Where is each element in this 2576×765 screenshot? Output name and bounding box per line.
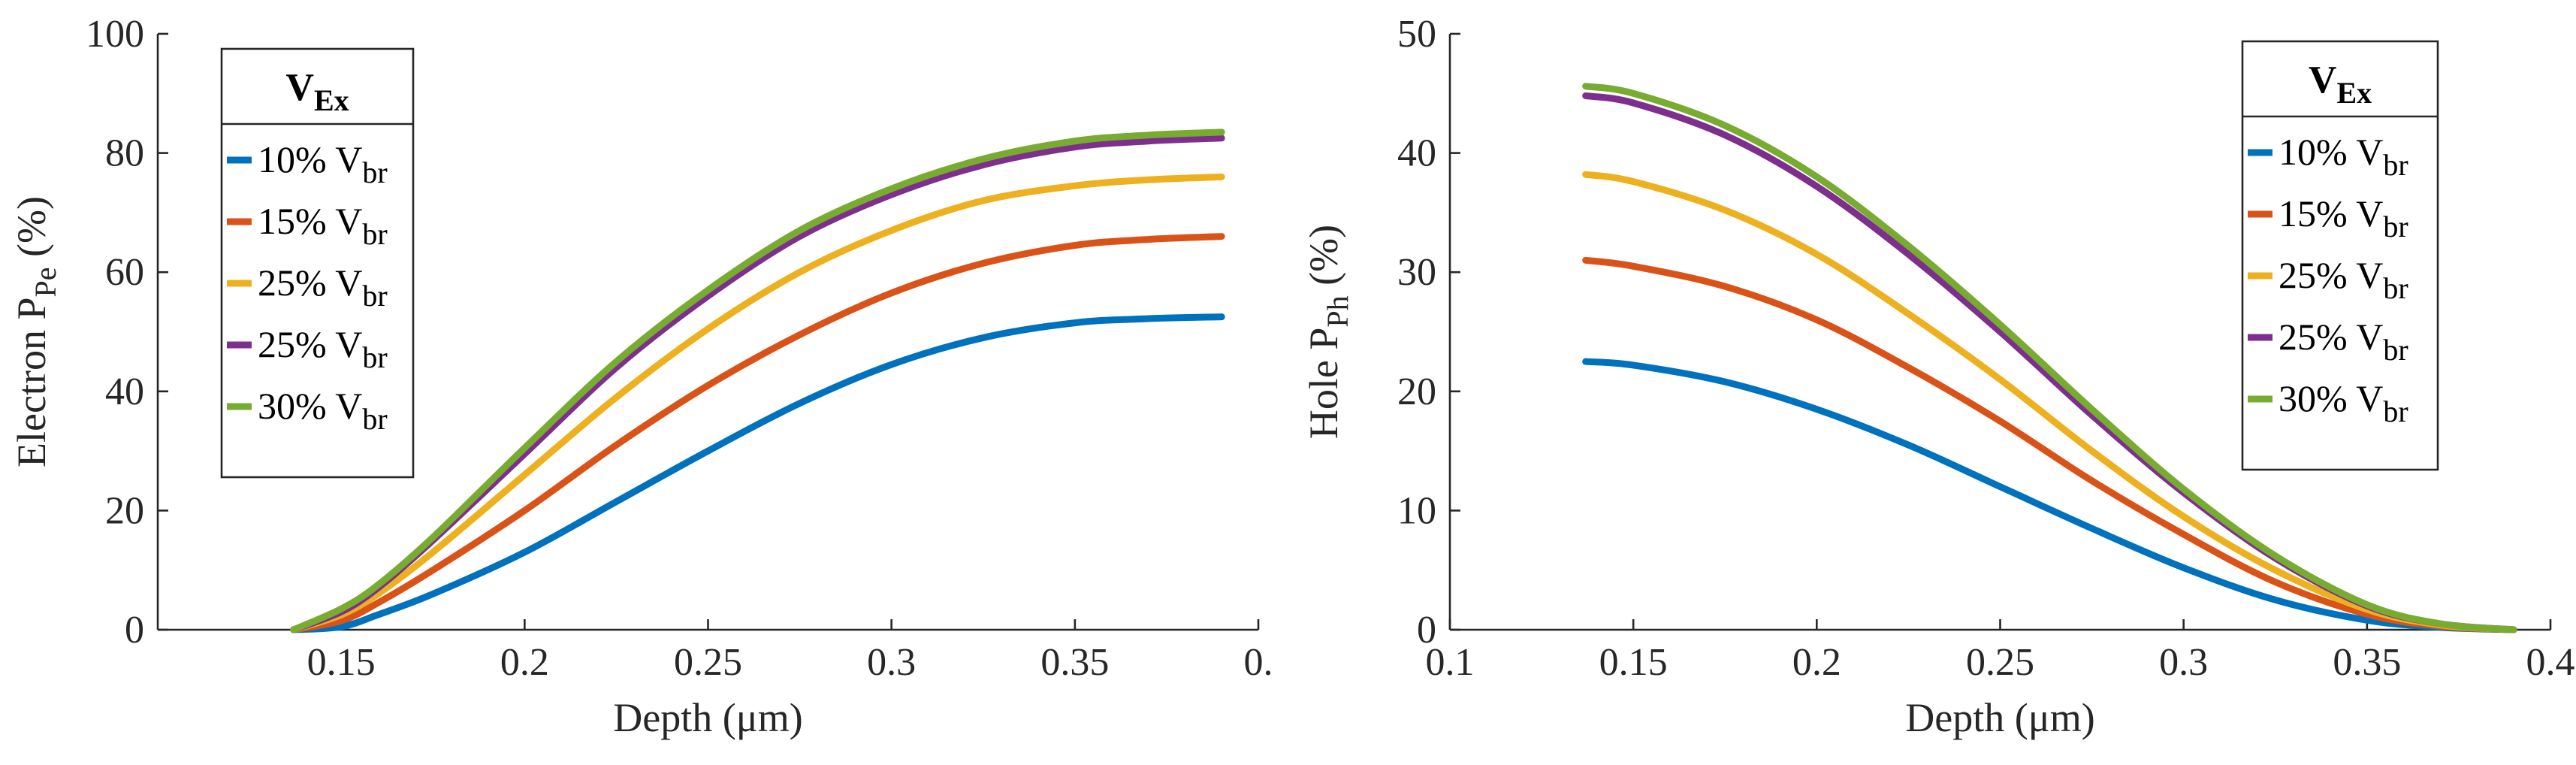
y-axis-label: Hole PPh (%) [1301, 225, 1354, 439]
x-tick-label: 0. [1244, 641, 1273, 684]
y-tick-label: 30 [1397, 251, 1436, 294]
legend-entry-label: 25% Vbr [2279, 254, 2408, 305]
series-line [290, 233, 1225, 633]
y-tick-label: 80 [105, 132, 144, 175]
x-tick-label: 0.25 [1966, 641, 2034, 684]
x-tick-label: 0.3 [867, 641, 916, 684]
x-tick-label: 0.15 [1599, 641, 1668, 684]
legend-box [220, 47, 415, 479]
series-line [1582, 83, 2517, 633]
legend-entry-label: 30% Vbr [258, 385, 388, 436]
y-tick-label: 20 [105, 489, 144, 532]
x-tick-label: 0.3 [2159, 641, 2208, 684]
series-line [1582, 358, 2517, 633]
y-tick-label: 0 [125, 609, 144, 652]
x-axis-label: Depth (μm) [1905, 695, 2094, 740]
legend-entry-label: 25% Vbr [2279, 316, 2408, 367]
y-tick-label: 10 [1397, 489, 1436, 532]
y-tick-label: 100 [86, 13, 144, 56]
x-tick-label: 0.35 [1040, 641, 1109, 684]
series-line [290, 173, 1225, 633]
legend-title: VEx [2309, 59, 2372, 110]
x-tick-label: 0.4 [2526, 641, 2575, 684]
legend-entry-label: 15% Vbr [258, 200, 388, 251]
x-tick-label: 0.1 [1426, 641, 1475, 684]
electron-chart: 0.15 0.2 0.25 0.3 0.35 0. 0 20 40 60 80 100 Depth (μ… [9, 13, 1273, 740]
hole-chart: 0.1 0.15 0.2 0.25 0.3 0.35 0.4 0 10 20 30 40 50 Depth… [1301, 13, 2575, 740]
series-line [290, 129, 1225, 633]
x-tick-label: 0.15 [307, 641, 376, 684]
series-line [1582, 256, 2517, 633]
legend-box [2241, 40, 2439, 471]
x-tick-label: 0.2 [1792, 641, 1841, 684]
y-tick-label: 0 [1417, 609, 1436, 652]
legend-entry-label: 10% Vbr [258, 138, 388, 189]
legend-entry-label: 25% Vbr [258, 323, 388, 374]
legend-entry-label: 15% Vbr [2279, 192, 2408, 243]
legend-entry-label: 10% Vbr [2279, 131, 2408, 182]
y-tick-label: 60 [105, 251, 144, 294]
legend-entry-label: 25% Vbr [258, 262, 388, 313]
x-axis-label: Depth (μm) [613, 695, 802, 740]
y-tick-label: 40 [1397, 132, 1436, 175]
series-line [290, 313, 1225, 633]
x-tick-label: 0.2 [500, 641, 549, 684]
x-tick-label: 0.35 [2333, 641, 2401, 684]
legend-title: VEx [285, 66, 349, 117]
legend: VEx 10% Vbr 15% Vbr 25% Vbr 25% Vbr 30% Vbr [220, 47, 415, 479]
x-tick-label: 0.25 [674, 641, 742, 684]
y-tick-label: 50 [1397, 13, 1436, 56]
legend-entry-label: 30% Vbr [2279, 377, 2408, 428]
y-tick-label: 20 [1397, 370, 1436, 413]
y-axis-label: Electron PPe (%) [9, 196, 62, 467]
y-tick-label: 40 [105, 370, 144, 413]
legend: VEx 10% Vbr 15% Vbr 25% Vbr 25% Vbr 30% Vbr [2241, 40, 2439, 471]
